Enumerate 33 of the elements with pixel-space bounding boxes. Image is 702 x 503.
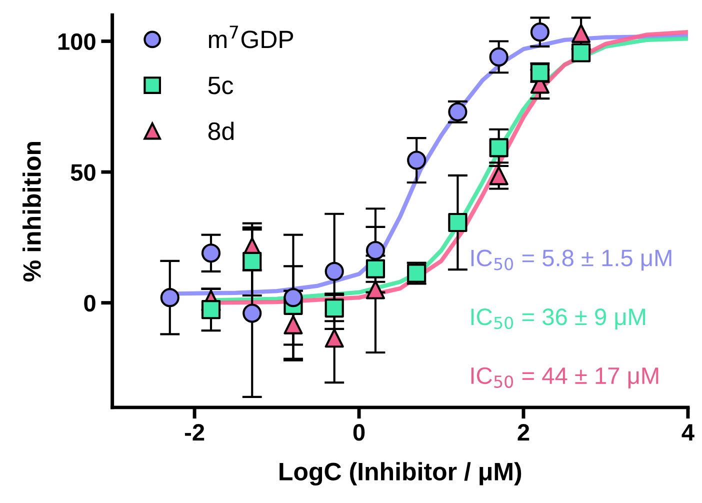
point bbox=[201, 244, 221, 263]
point bbox=[572, 24, 591, 43]
y-tick-label: 50 bbox=[70, 164, 96, 181]
point bbox=[530, 22, 550, 42]
x-tick-label: 4 bbox=[682, 424, 694, 441]
point bbox=[324, 298, 344, 318]
point bbox=[407, 150, 426, 170]
annotation: IC$_{50}$ = 44 ± 17 μM bbox=[471, 367, 658, 388]
point bbox=[366, 240, 386, 260]
annotation: IC$_{50}$ = 36 ± 9 μM bbox=[471, 308, 646, 330]
x-tick-label: -2 bbox=[184, 424, 204, 441]
legend-label: 8d bbox=[208, 122, 234, 140]
legend-label: 5c bbox=[208, 76, 234, 94]
point bbox=[324, 328, 344, 348]
y-tick-label: 100 bbox=[58, 33, 96, 50]
legend-label: m$^{7}$GDP bbox=[208, 26, 294, 48]
point bbox=[448, 212, 468, 232]
point bbox=[242, 252, 262, 272]
x-tick-label: 0 bbox=[353, 424, 365, 441]
point bbox=[489, 47, 508, 66]
point bbox=[489, 138, 508, 158]
point bbox=[324, 262, 344, 281]
x-tick-label: 2 bbox=[518, 424, 530, 441]
y-axis-title: % inhibition bbox=[22, 142, 41, 282]
point bbox=[284, 288, 303, 308]
point bbox=[572, 43, 591, 62]
y-tick-label: 0 bbox=[84, 294, 96, 312]
x-axis-title: LogC (Inhibitor / μM) bbox=[280, 462, 522, 486]
point bbox=[160, 288, 180, 308]
point bbox=[284, 315, 303, 334]
point bbox=[242, 304, 262, 323]
point bbox=[366, 259, 386, 278]
annotation: IC$_{50}$ = 5.8 ± 1.5 μM bbox=[471, 250, 672, 271]
